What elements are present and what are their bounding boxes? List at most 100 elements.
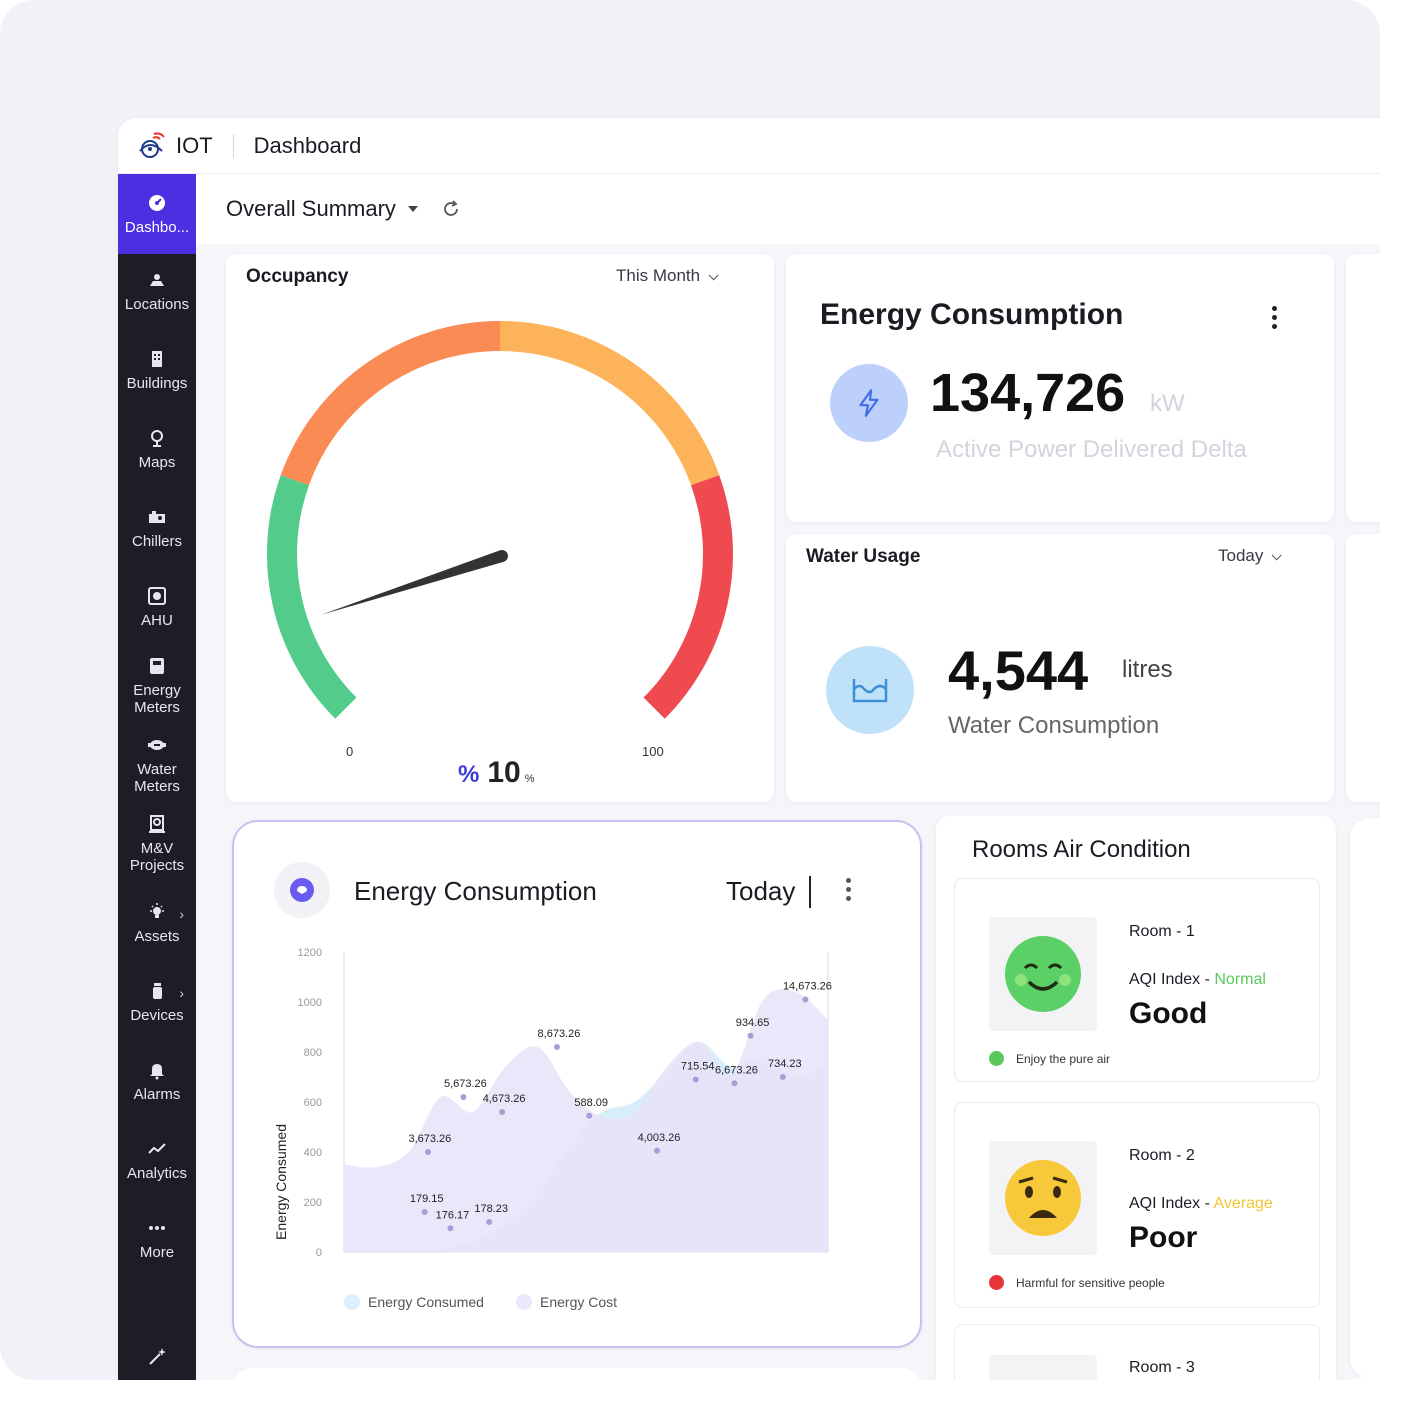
- angry-face-icon: [989, 1355, 1097, 1380]
- bulb-icon: [150, 903, 164, 918]
- sidebar-item-locations[interactable]: Locations: [118, 270, 196, 313]
- more-options-icon[interactable]: [1272, 306, 1278, 329]
- sidebar-item-energy-meters[interactable]: Energy Meters: [118, 656, 196, 716]
- data-point[interactable]: [731, 1080, 738, 1087]
- period-label: Today: [726, 876, 796, 906]
- gauge-min-label: 0: [346, 744, 354, 759]
- data-point[interactable]: [447, 1225, 454, 1232]
- energy-consumption-card: Energy Consumption 134,726 kW Active Pow…: [786, 254, 1334, 522]
- sidebar-item-ahu[interactable]: AHU: [118, 586, 196, 629]
- worried-face-icon: [989, 1141, 1097, 1255]
- energy-area-chart: 0 200 400 600 800 1000 1200 179.15 176.17 178.23…: [273, 947, 832, 1259]
- chiller-icon: [149, 511, 165, 523]
- summary-selector[interactable]: Overall Summary: [226, 196, 396, 221]
- data-point[interactable]: [421, 1209, 428, 1215]
- water-tub-icon: [826, 646, 914, 734]
- data-point[interactable]: [499, 1109, 506, 1115]
- sidebar-item-label: Assets: [134, 928, 180, 945]
- data-point[interactable]: [802, 996, 809, 1003]
- sidebar-item-mv-projects[interactable]: M&V Projects: [118, 814, 196, 874]
- chart-period-dropdown[interactable]: Today: [726, 876, 812, 908]
- data-point[interactable]: [747, 1032, 754, 1039]
- chevron-right-icon: ›: [179, 906, 184, 922]
- magic-wand-icon[interactable]: [146, 1346, 168, 1368]
- aqi-status: Normal: [1214, 971, 1266, 988]
- chart-more-options-icon[interactable]: [846, 878, 852, 901]
- sidebar-item-water-meters[interactable]: Water Meters: [118, 735, 196, 795]
- sidebar-item-assets[interactable]: › Assets: [118, 902, 196, 945]
- y-tick-label: 1200: [298, 947, 322, 959]
- period-label: Today: [1218, 546, 1264, 565]
- data-label: 8,673.26: [538, 1028, 581, 1040]
- refresh-icon[interactable]: [440, 198, 462, 220]
- data-label: 3,673.26: [408, 1133, 451, 1145]
- air-quality: Good: [1129, 997, 1208, 1030]
- data-point[interactable]: [424, 1149, 431, 1155]
- iot-logo-icon: [139, 131, 165, 158]
- water-period-dropdown[interactable]: Today: [1218, 546, 1282, 566]
- legend-energy-consumed: Energy Consumed: [344, 1294, 484, 1310]
- y-tick-label: 1000: [298, 997, 322, 1009]
- sidebar-item-label: Analytics: [126, 1165, 188, 1182]
- sidebar-item-maps[interactable]: Maps: [118, 428, 196, 471]
- data-point[interactable]: [586, 1112, 593, 1119]
- app-window: IOT Dashboard Dashbo... Locations Buildi…: [118, 118, 1380, 1380]
- data-label: 715.54: [681, 1061, 715, 1073]
- data-point[interactable]: [486, 1219, 493, 1225]
- data-label: 4,673.26: [483, 1093, 526, 1105]
- energy-caption: Active Power Delivered Delta: [936, 436, 1247, 463]
- device-icon: [153, 983, 162, 999]
- room-card[interactable]: Room - 1 AQI Index - Normal Good Enjoy t…: [954, 878, 1320, 1082]
- data-point[interactable]: [553, 1044, 560, 1050]
- sidebar: Dashbo... Locations Buildings Maps Chill…: [118, 174, 196, 1380]
- energy-chart-card: Energy Consumption Today 0 200 400 600 800 10…: [232, 820, 922, 1348]
- data-point[interactable]: [653, 1147, 660, 1154]
- dashboard-icon: [149, 194, 165, 211]
- occupancy-period-dropdown[interactable]: This Month: [616, 266, 719, 286]
- chart-y-axis-label: Energy Consumed: [273, 1124, 289, 1240]
- sidebar-item-analytics[interactable]: Analytics: [118, 1139, 196, 1182]
- sidebar-item-buildings[interactable]: Buildings: [118, 349, 196, 392]
- data-point[interactable]: [460, 1094, 467, 1100]
- data-point[interactable]: [692, 1076, 699, 1083]
- water-unit: litres: [1122, 656, 1173, 683]
- y-tick-label: 800: [304, 1047, 322, 1059]
- energy-card-title: Energy Consumption: [820, 298, 1124, 331]
- sidebar-item-label: Devices: [130, 1007, 184, 1024]
- sidebar-item-more[interactable]: More: [118, 1218, 196, 1261]
- aqi-label: AQI Index -: [1129, 1195, 1214, 1212]
- sidebar-item-label: M&V Projects: [129, 840, 185, 874]
- room-name: Room - 1: [1129, 923, 1195, 940]
- sidebar-item-alarms[interactable]: Alarms: [118, 1060, 196, 1103]
- water-meter-icon: [148, 740, 166, 750]
- room-note: Enjoy the pure air: [989, 1051, 1110, 1066]
- room-card[interactable]: Room - 2 AQI Index - Average Poor Harmfu…: [954, 1102, 1320, 1308]
- sidebar-item-chillers[interactable]: Chillers: [118, 507, 196, 550]
- data-point[interactable]: [779, 1074, 786, 1080]
- partial-card: [1346, 534, 1380, 802]
- chart-brain-icon: [274, 862, 330, 918]
- gauge-hub: [496, 550, 508, 562]
- partial-card: [1346, 254, 1380, 522]
- data-label: 178.23: [474, 1203, 508, 1215]
- data-label: 5,673.26: [444, 1078, 487, 1090]
- gauge-needle: [321, 550, 504, 615]
- water-card-title: Water Usage: [806, 546, 921, 567]
- note-text: Harmful for sensitive people: [1016, 1275, 1165, 1290]
- period-label: This Month: [616, 266, 701, 285]
- sidebar-item-devices[interactable]: › Devices: [118, 981, 196, 1024]
- caret-down-icon[interactable]: [407, 206, 418, 212]
- rooms-title: Rooms Air Condition: [972, 836, 1191, 863]
- chevron-right-icon: ›: [179, 985, 184, 1001]
- chart-title: Energy Consumption: [354, 876, 597, 906]
- more-icon: [149, 1226, 165, 1230]
- room-card[interactable]: Room - 3: [954, 1324, 1320, 1380]
- partial-card: [232, 1368, 922, 1380]
- note-text: Enjoy the pure air: [1016, 1051, 1111, 1066]
- data-label: 6,673.26: [715, 1064, 758, 1076]
- location-icon: [150, 274, 164, 286]
- legend-swatch: [344, 1294, 360, 1310]
- page-title: Dashboard: [253, 132, 362, 158]
- sidebar-item-dashboard[interactable]: Dashbo...: [118, 174, 196, 254]
- legend-energy-cost: Energy Cost: [516, 1294, 617, 1310]
